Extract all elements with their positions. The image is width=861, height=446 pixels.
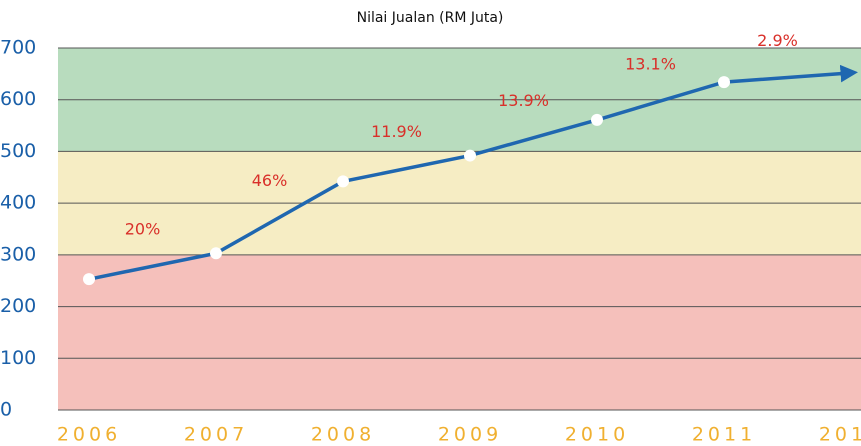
annotation: 11.9% (371, 122, 422, 141)
point (210, 247, 222, 260)
point (591, 113, 603, 126)
x-tick-label: 2010 (565, 424, 629, 446)
point (464, 149, 476, 162)
x-tick-label: 2008 (311, 424, 375, 446)
y-tick-label: 600 (0, 88, 36, 110)
annotation: 20% (125, 220, 161, 239)
x-tick-label: 2012 (819, 424, 861, 446)
annotation: 13.9% (498, 91, 549, 110)
y-tick-label: 300 (0, 243, 36, 265)
x-tick-label: 2009 (438, 424, 502, 446)
y-tick-label: 500 (0, 140, 36, 162)
y-tick-label: 700 (0, 37, 36, 59)
point (718, 76, 730, 89)
point (83, 273, 95, 286)
x-tick-label: 2007 (184, 424, 248, 446)
y-tick-label: 200 (0, 295, 36, 317)
annotation: 13.1% (625, 55, 676, 74)
chart-title: Nilai Jualan (RM Juta) (357, 10, 504, 26)
annotation: 2.9% (757, 31, 798, 50)
x-tick-label: 2011 (692, 424, 756, 446)
annotation: 46% (252, 171, 288, 190)
y-tick-label: 400 (0, 192, 36, 214)
band (58, 254, 861, 410)
x-tick-label: 2006 (57, 424, 121, 446)
y-tick-label: 0 (0, 399, 12, 421)
point (337, 175, 349, 188)
y-tick-label: 100 (0, 347, 36, 369)
